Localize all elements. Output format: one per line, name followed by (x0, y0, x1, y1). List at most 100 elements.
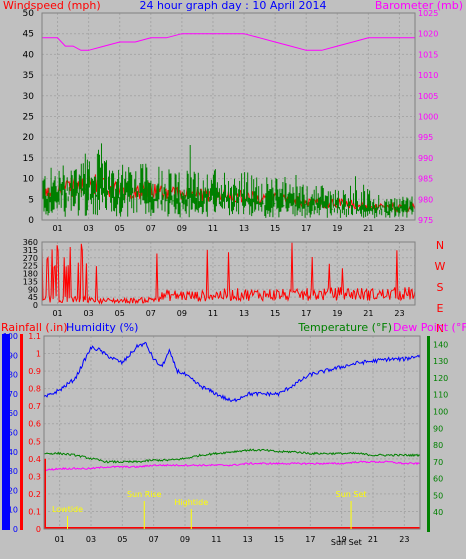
panel2-hour-07: 07 (146, 309, 156, 318)
humidity-tick-90: 90 (8, 351, 18, 360)
panel3-hour-05: 05 (117, 535, 127, 544)
baro-tick-1025: 1025 (418, 9, 438, 18)
dewpoint-axis-label: Dew Point (°F) (393, 321, 466, 334)
wind-direction-line (41, 242, 416, 305)
temp-tick-70: 70 (433, 458, 443, 467)
humidity-y-ticks: 0 10 20 30 40 50 60 70 80 90 100 (3, 332, 18, 534)
dir-tick-45: 45 (28, 293, 38, 302)
temperature-axis-label: Temperature (°F) (297, 321, 392, 334)
panel3-hour-11: 11 (211, 535, 221, 544)
annotation-sun-set-3: Sun Set (336, 490, 367, 499)
humidity-tick-60: 60 (8, 409, 18, 418)
temp-tick-140: 140 (433, 340, 448, 349)
wind-tick-15: 15 (23, 154, 34, 164)
panel3-grid (44, 335, 420, 530)
baro-tick-995: 995 (418, 133, 433, 142)
panel1-hour-03: 03 (84, 224, 94, 233)
panel2-hour-03: 03 (84, 309, 94, 318)
baro-tick-985: 985 (418, 175, 433, 184)
annotation-sun-rise-1: Sun Rise (127, 490, 162, 499)
humidity-tick-80: 80 (8, 371, 18, 380)
humidity-tick-10: 10 (8, 506, 18, 515)
humidity-side-bar (2, 334, 10, 530)
barometer-line (42, 33, 415, 51)
temp-tick-120: 120 (433, 374, 448, 383)
baro-tick-1010: 1010 (418, 71, 438, 80)
compass-S-2: S (437, 281, 444, 294)
wind-tick-10: 10 (23, 175, 35, 185)
chart-title: 24 hour graph day : 10 April 2014 (140, 0, 327, 12)
dir-tick-360: 360 (23, 238, 38, 247)
rain-axis-label: Rainfall (.in) (1, 321, 68, 334)
temperature-y-ticks: 40 50 60 70 80 90 100 110 120 130 140 (433, 340, 448, 517)
dir-tick-225: 225 (23, 262, 38, 271)
compass-W-1: W (435, 260, 446, 273)
dir-tick-270: 270 (23, 254, 38, 263)
humidity-tick-20: 20 (8, 486, 18, 495)
wind-axis-label: Windspeed (mph) (3, 0, 101, 12)
humidity-axis-label: Humidity (%) (66, 321, 138, 334)
rain-tick-0: 0 (36, 525, 41, 534)
panel1-hour-01: 01 (52, 224, 62, 233)
baro-tick-1020: 1020 (418, 30, 438, 39)
panel2-hour-09: 09 (177, 309, 187, 318)
dir-tick-135: 135 (23, 277, 38, 286)
temp-tick-80: 80 (433, 441, 443, 450)
panel3-x-ticks: 01 03 05 07 09 11 13 15 17 19 21 23 (55, 535, 410, 544)
panel1-y-ticks: 0 5 10 15 20 25 30 35 40 45 50 (23, 9, 35, 226)
humidity-tick-70: 70 (8, 390, 18, 399)
rain-tick-0.3: 0.3 (28, 472, 41, 481)
panel3-hour-17: 17 (305, 535, 315, 544)
panel2-hour-19: 19 (332, 309, 342, 318)
baro-tick-990: 990 (418, 154, 433, 163)
humidity-tick-40: 40 (8, 448, 18, 457)
wind-tick-35: 35 (23, 71, 34, 81)
compass-E-3: E (437, 302, 444, 315)
panel2-hour-17: 17 (301, 309, 311, 318)
baro-tick-1000: 1000 (418, 113, 438, 122)
wind-tick-50: 50 (23, 9, 35, 19)
wind-tick-0: 0 (28, 216, 34, 226)
panel3-series (43, 341, 421, 529)
panel-temp-humidity: Rainfall (.in) Humidity (%) Temperature … (1, 321, 466, 547)
temp-tick-50: 50 (433, 491, 443, 500)
panel3-frame (43, 335, 421, 530)
baro-tick-980: 980 (418, 195, 433, 204)
temp-side-bar (427, 336, 430, 532)
panel2-hour-01: 01 (52, 309, 62, 318)
rain-tick-1: 1 (36, 350, 41, 359)
panel3-hour-07: 07 (149, 535, 159, 544)
rain-side-bar (20, 334, 23, 530)
temp-tick-40: 40 (433, 508, 443, 517)
rain-tick-1.1: 1.1 (28, 332, 41, 341)
panel1-hour-05: 05 (115, 224, 125, 233)
panel1-hour-07: 07 (146, 224, 156, 233)
panel1-hour-19: 19 (332, 224, 342, 233)
compass-N-4: N (436, 322, 444, 335)
wind-tick-20: 20 (23, 133, 35, 143)
wind-tick-5: 5 (28, 195, 34, 205)
panel3-hour-03: 03 (86, 535, 96, 544)
panel3-hour-15: 15 (274, 535, 284, 544)
dir-tick-0: 0 (33, 301, 38, 310)
rain-tick-0.7: 0.7 (28, 402, 41, 411)
wind-tick-40: 40 (23, 50, 35, 60)
annotation-lowtide-0: Lowtide (52, 505, 83, 514)
panel1-hour-15: 15 (270, 224, 280, 233)
panel1-y2-ticks: 975 980 985 990 995 1000 1005 1010 1015 1020 1025 (418, 9, 438, 225)
panel1-hour-09: 09 (177, 224, 187, 233)
rain-y-ticks: 0 0.1 0.2 0.3 0.4 0.5 0.6 0.7 0.8 0.9 1 1.1 (28, 332, 41, 534)
panel2-hour-05: 05 (115, 309, 125, 318)
panel3-hour-23: 23 (399, 535, 409, 544)
panel1-hour-11: 11 (208, 224, 218, 233)
baro-tick-975: 975 (418, 216, 433, 225)
panel3-hour-01: 01 (55, 535, 65, 544)
panel2-hour-13: 13 (239, 309, 249, 318)
panel1-hour-21: 21 (363, 224, 373, 233)
panel2-frame (41, 241, 416, 306)
